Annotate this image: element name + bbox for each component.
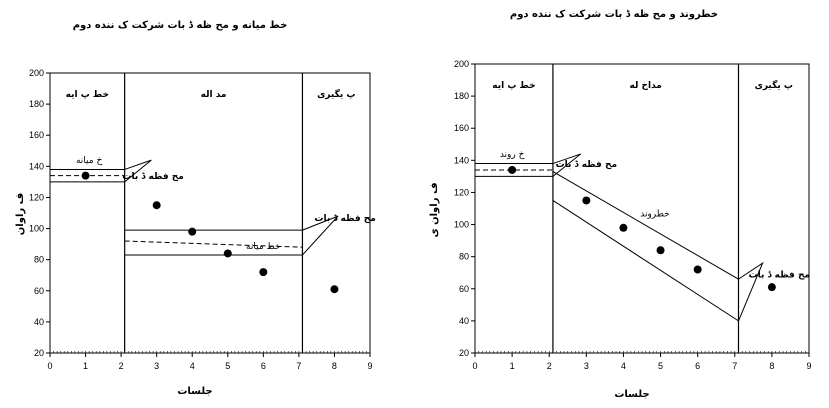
- annotation-label: مح فظه ڈ بات: [314, 214, 375, 224]
- y-tick-label: 140: [29, 161, 44, 171]
- data-point: [81, 171, 90, 180]
- envelope-upper-line: [552, 171, 739, 280]
- x-tick-label: 8: [769, 361, 774, 371]
- phase-label: پ یگیری: [317, 88, 355, 100]
- data-point: [152, 201, 161, 210]
- data-point: [188, 227, 197, 236]
- y-tick-label: 80: [459, 252, 469, 262]
- data-point: [259, 268, 268, 277]
- data-point: [693, 265, 702, 274]
- annotation-label: خ روند: [500, 150, 525, 160]
- y-tick-label: 120: [454, 187, 469, 197]
- y-tick-label: 60: [34, 286, 44, 296]
- data-point: [223, 249, 232, 258]
- x-axis-label: جلسات: [177, 386, 212, 397]
- x-tick-label: 1: [83, 361, 88, 371]
- x-tick-label: 6: [695, 361, 700, 371]
- callout-arrow: [552, 153, 582, 177]
- x-axis-label: جلسات: [614, 389, 649, 400]
- y-tick-label: 160: [454, 123, 469, 133]
- data-point: [508, 165, 517, 174]
- median-line: [124, 240, 303, 248]
- x-tick-label: 6: [261, 361, 266, 371]
- callout-arrow: [302, 215, 339, 256]
- trend-stability-chart: خطروند و مح ظه ڈ بات شرکت ک ننده دوم جلس…: [429, 9, 812, 400]
- data-point: [582, 196, 591, 205]
- x-tick-label: 0: [472, 361, 477, 371]
- phase-label: پ یگیری: [755, 79, 793, 91]
- y-tick-label: 40: [34, 317, 44, 327]
- annotation-label: مح فظه ڈ بات: [122, 172, 183, 182]
- x-tick-label: 5: [658, 361, 663, 371]
- x-tick-label: 7: [296, 361, 301, 371]
- x-tick-label: 8: [332, 361, 337, 371]
- phase-label: خط پ ایه: [66, 90, 109, 100]
- y-tick-label: 180: [29, 99, 44, 109]
- x-tick-label: 7: [732, 361, 737, 371]
- x-tick-label: 4: [621, 361, 626, 371]
- y-axis-label: ف راوان: [15, 193, 26, 235]
- callout-arrow: [738, 261, 764, 322]
- annotation-label: مح فظه ڈ بات: [556, 160, 617, 170]
- y-tick-label: 80: [34, 255, 44, 265]
- y-tick-label: 40: [459, 316, 469, 326]
- x-tick-label: 1: [510, 361, 515, 371]
- y-tick-label: 100: [29, 224, 44, 234]
- data-point: [767, 283, 776, 292]
- data-point: [656, 246, 665, 255]
- phase-label: مداخ له: [630, 81, 662, 91]
- y-tick-label: 60: [459, 284, 469, 294]
- x-tick-label: 4: [190, 361, 195, 371]
- y-tick-label: 180: [454, 91, 469, 101]
- x-tick-label: 9: [806, 361, 811, 371]
- envelope-lower-line: [552, 200, 739, 322]
- x-tick-label: 3: [584, 361, 589, 371]
- y-tick-label: 20: [459, 348, 469, 358]
- phase-label: مد اله: [201, 90, 227, 100]
- annotation-label: خ میانه: [76, 156, 102, 166]
- callout-arrow: [124, 159, 152, 183]
- y-axis-label: ف راوان ی: [429, 182, 440, 237]
- x-tick-label: 2: [547, 361, 552, 371]
- y-tick-label: 120: [29, 192, 44, 202]
- phase-label: خط پ ایه: [492, 81, 535, 91]
- chart-title: خطروند و مح ظه ڈ بات شرکت ک ننده دوم: [510, 9, 718, 20]
- median-stability-chart: خط میانه و مح ظه ڈ بات شرکت ک ننده دوم ج…: [15, 20, 376, 397]
- x-tick-label: 5: [225, 361, 230, 371]
- x-tick-label: 2: [119, 361, 124, 371]
- y-tick-label: 140: [454, 155, 469, 165]
- annotation-label: خط میانه: [246, 242, 281, 252]
- y-tick-label: 100: [454, 220, 469, 230]
- annotation-label: خطروند: [640, 210, 670, 220]
- y-tick-label: 200: [454, 59, 469, 69]
- annotation-label: مح فظه ڈ بات: [749, 271, 810, 281]
- y-tick-label: 200: [29, 68, 44, 78]
- plot-frame: [474, 63, 810, 354]
- x-tick-label: 9: [367, 361, 372, 371]
- y-tick-label: 20: [34, 348, 44, 358]
- x-tick-label: 3: [154, 361, 159, 371]
- chart-title: خط میانه و مح ظه ڈ بات شرکت ک ننده دوم: [73, 20, 288, 31]
- x-tick-label: 0: [47, 361, 52, 371]
- y-tick-label: 160: [29, 130, 44, 140]
- data-point: [330, 285, 339, 294]
- data-point: [619, 223, 628, 232]
